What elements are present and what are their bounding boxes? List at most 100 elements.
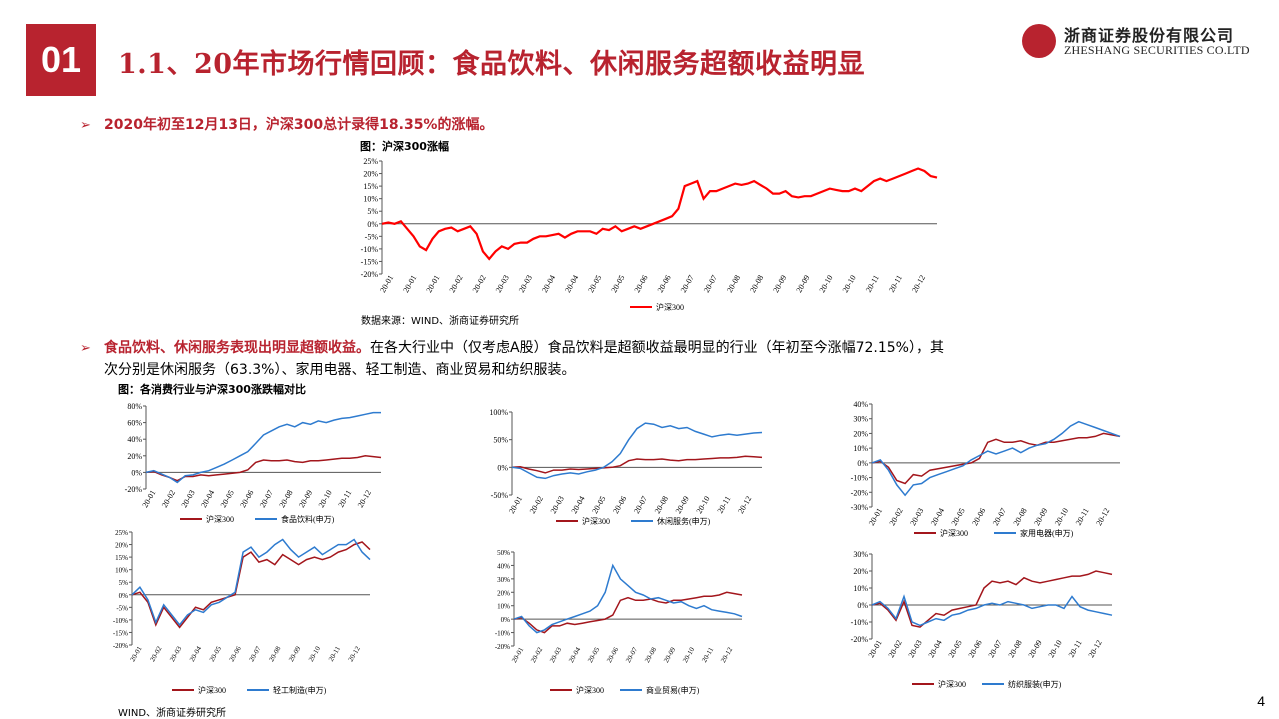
y-tick-label: 10% (853, 584, 868, 593)
x-tick-label: 20-12 (1087, 639, 1104, 660)
y-tick-label: 0% (857, 459, 868, 468)
x-tick-label: 20-04 (570, 495, 587, 516)
fig1-caption: 图：沪深300涨幅 (360, 140, 449, 153)
chart-textile-apparel: -20%-10%0%10%20%30%20-01 20-02 20-03 20-04 2… (851, 550, 1113, 689)
x-tick-label: 20-10 (1047, 639, 1064, 660)
logo-icon (1022, 24, 1056, 58)
y-tick-label: -30% (851, 503, 869, 512)
y-tick-label: 0% (497, 463, 508, 472)
legend-label: 休闲服务(申万) (657, 516, 711, 526)
series-line (871, 420, 1121, 497)
x-tick-label: 20-10 (1053, 507, 1070, 528)
x-tick-label: 20-11 (1074, 507, 1091, 527)
x-tick-label: 20-08 (643, 646, 658, 665)
y-tick-label: 40% (853, 400, 868, 409)
bullet-2: 食品饮料、休闲服务表现出明显超额收益。在各大行业中（仅考虑A股）食品饮料是超额收… (104, 337, 1244, 359)
x-tick-label: 20-12 (910, 274, 927, 295)
x-tick-label: 20-02 (887, 639, 904, 660)
legend-label: 沪深300 (206, 514, 234, 524)
x-tick-label: 20-09 (287, 645, 302, 664)
x-tick-label: 20-09 (662, 646, 677, 665)
x-tick-label: 20-06 (656, 274, 673, 295)
bullet-2-highlight: 食品饮料、休闲服务表现出明显超额收益。 (104, 340, 370, 356)
y-tick-label: -5% (116, 604, 128, 612)
y-tick-label: 50% (497, 549, 510, 557)
series-line (145, 411, 381, 484)
y-tick-label: 10% (497, 603, 510, 611)
legend-label: 沪深300 (938, 679, 966, 689)
y-tick-label: 0% (131, 468, 142, 477)
y-tick-label: -20% (851, 488, 869, 497)
x-tick-label: 20-02 (160, 489, 177, 510)
x-tick-label: 20-07 (987, 639, 1004, 660)
y-tick-label: 20% (127, 452, 142, 461)
y-tick-label: 40% (127, 435, 142, 444)
y-tick-label: -10% (495, 630, 510, 638)
x-tick-label: 20-06 (970, 507, 987, 528)
x-tick-label: 20-01 (140, 489, 157, 510)
legend-label: 纺织服装(申万) (1008, 679, 1062, 689)
bullet-arrow-icon: ➢ (80, 341, 91, 356)
x-tick-label: 20-02 (448, 274, 465, 295)
series-line (513, 591, 743, 634)
x-tick-label: 20-08 (653, 495, 670, 516)
y-tick-label: -20% (495, 643, 510, 651)
x-tick-label: 20-04 (563, 274, 580, 295)
y-tick-label: 0% (367, 220, 378, 229)
y-tick-label: -15% (361, 257, 379, 266)
series-line (145, 455, 382, 482)
x-tick-label: 20-10 (818, 274, 835, 295)
x-tick-label: 20-02 (529, 646, 544, 665)
y-tick-label: -10% (361, 245, 379, 254)
x-tick-label: 20-02 (888, 507, 905, 528)
y-tick-label: 60% (127, 419, 142, 428)
legend-label: 沪深300 (576, 685, 604, 695)
x-tick-label: 20-07 (632, 495, 649, 516)
y-tick-label: 50% (493, 436, 508, 445)
y-tick-label: -10% (113, 617, 128, 625)
x-tick-label: 20-01 (867, 639, 884, 660)
series-line (871, 432, 1121, 485)
x-tick-label: 20-09 (1032, 507, 1049, 528)
y-tick-label: -50% (491, 491, 509, 500)
y-tick-label: 30% (497, 576, 510, 584)
series-line (381, 167, 938, 261)
x-tick-label: 20-08 (1007, 639, 1024, 660)
chart-commerce-trade: -20% -10% 0% 10% 20% 30% 40% 50% 20-01 20-02 20-03… (495, 549, 743, 695)
fig2-source: WIND、浙商证券研究所 (118, 708, 227, 719)
x-tick-label: 20-05 (609, 274, 626, 295)
y-tick-label: 25% (115, 529, 128, 537)
fig2-caption: 图：各消费行业与沪深300涨跌幅对比 (118, 383, 306, 396)
x-tick-label: 20-05 (586, 646, 601, 665)
x-tick-label: 20-12 (356, 489, 373, 510)
x-tick-label: 20-08 (748, 274, 765, 295)
x-tick-label: 20-09 (674, 495, 691, 516)
y-tick-label: -20% (113, 642, 128, 650)
x-tick-label: 20-03 (517, 274, 534, 295)
y-tick-label: 0% (501, 616, 511, 624)
x-tick-label: 20-01 (129, 645, 144, 664)
y-tick-label: 25% (363, 157, 378, 166)
x-tick-label: 20-10 (841, 274, 858, 295)
x-tick-label: 20-05 (590, 495, 607, 516)
x-tick-label: 20-06 (967, 639, 984, 660)
series-line (871, 594, 1113, 627)
x-tick-label: 20-10 (307, 645, 322, 664)
y-tick-label: 10% (363, 195, 378, 204)
x-tick-label: 20-07 (679, 274, 696, 295)
x-tick-label: 20-08 (725, 274, 742, 295)
legend-label: 沪深300 (940, 528, 968, 538)
x-tick-label: 20-10 (317, 489, 334, 510)
x-tick-label: 20-04 (567, 646, 582, 665)
x-tick-label: 20-11 (716, 495, 733, 515)
legend-label: 沪深300 (656, 302, 684, 312)
y-tick-label: 5% (119, 579, 129, 587)
x-tick-label: 20-11 (700, 646, 715, 664)
chart-home-appliances: -30%-20%-10%0%10%20%30%40%20-01 20-02 20-0… (851, 400, 1121, 538)
y-tick-label: 100% (489, 408, 508, 417)
y-tick-label: -5% (365, 232, 379, 241)
x-tick-label: 20-07 (991, 507, 1008, 528)
series-line (871, 570, 1113, 628)
y-tick-label: 0% (119, 592, 129, 600)
x-tick-label: 20-04 (188, 645, 203, 664)
